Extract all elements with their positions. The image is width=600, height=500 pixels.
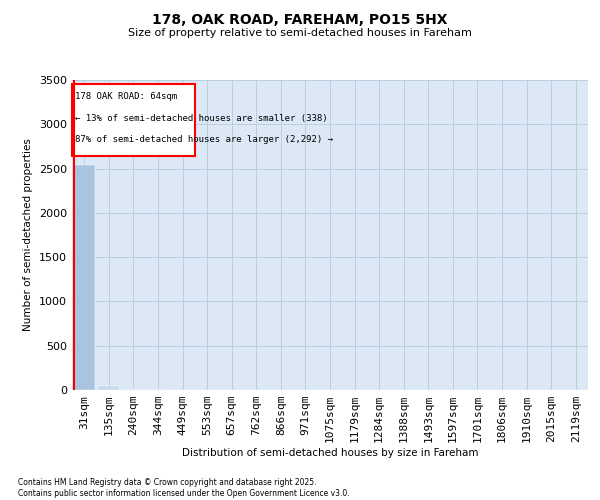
- Text: 178 OAK ROAD: 64sqm: 178 OAK ROAD: 64sqm: [75, 92, 177, 100]
- Y-axis label: Number of semi-detached properties: Number of semi-detached properties: [23, 138, 34, 332]
- Text: ← 13% of semi-detached houses are smaller (338): ← 13% of semi-detached houses are smalle…: [75, 114, 328, 122]
- Bar: [123, 388, 144, 390]
- Bar: [98, 386, 119, 390]
- Bar: [73, 84, 196, 156]
- Text: Contains HM Land Registry data © Crown copyright and database right 2025.
Contai: Contains HM Land Registry data © Crown c…: [18, 478, 350, 498]
- X-axis label: Distribution of semi-detached houses by size in Fareham: Distribution of semi-detached houses by …: [182, 448, 478, 458]
- Text: 178, OAK ROAD, FAREHAM, PO15 5HX: 178, OAK ROAD, FAREHAM, PO15 5HX: [152, 12, 448, 26]
- Text: Size of property relative to semi-detached houses in Fareham: Size of property relative to semi-detach…: [128, 28, 472, 38]
- Bar: [74, 165, 95, 390]
- Text: 87% of semi-detached houses are larger (2,292) →: 87% of semi-detached houses are larger (…: [75, 135, 333, 144]
